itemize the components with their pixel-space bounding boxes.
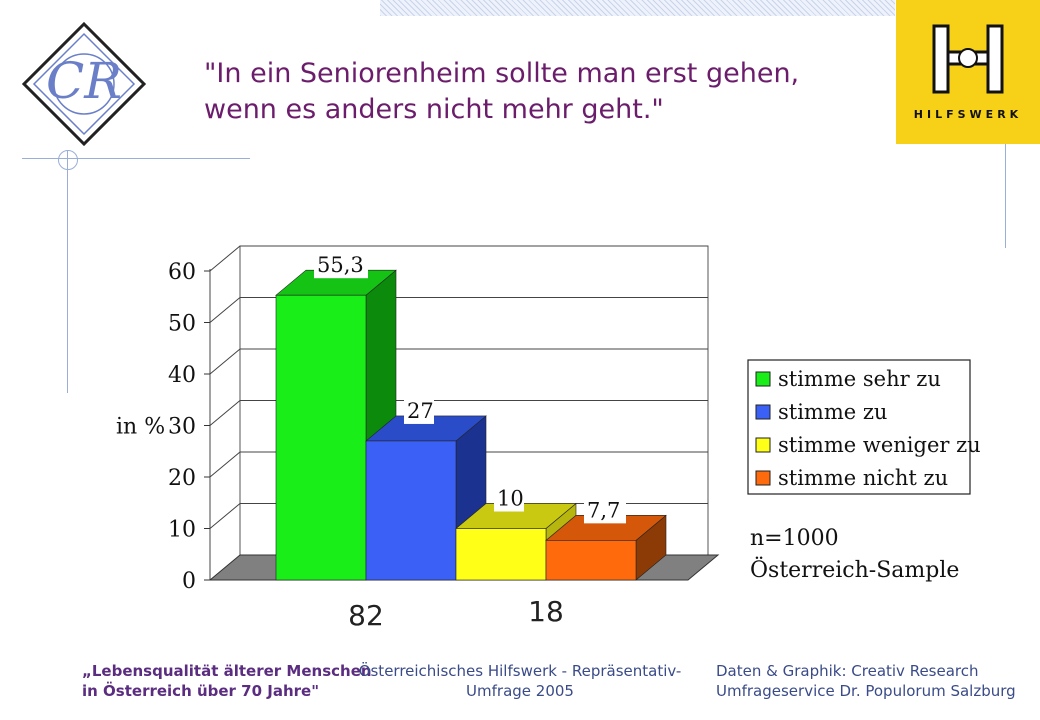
bar-chart: 0 10 20 30 40 50 60 in % 55,3 27 10 7,7 82 18 stimme s…: [116, 245, 980, 632]
footer-mid-line-1: Österreichisches Hilfswerk - Repräsentat…: [358, 662, 682, 680]
decor-vertical-line-right: [1005, 140, 1006, 248]
data-label: 27: [407, 399, 434, 423]
data-label-box: [404, 397, 434, 424]
y-tick-label: 10: [168, 518, 196, 543]
hilfswerk-logo-text: HILFSWERK: [913, 108, 1023, 121]
legend-label: stimme zu: [778, 400, 887, 424]
logo-monogram: CR: [46, 52, 122, 110]
gridline: [209, 297, 708, 323]
bar-2: [365, 440, 457, 581]
decor-circle: [58, 150, 78, 170]
footer-study-title: „Lebensqualität älterer Menschen in Öste…: [82, 661, 372, 701]
footer-credits: Daten & Graphik: Creativ Research Umfrag…: [716, 661, 1016, 701]
group-sum-disagree: 18: [528, 595, 564, 628]
legend-label: stimme nicht zu: [778, 466, 948, 490]
y-tick-label: 30: [168, 415, 196, 440]
data-label-box: [314, 252, 368, 279]
gridline: [209, 348, 708, 375]
footer-right-line-2: Umfrageservice Dr. Populorum Salzburg: [716, 682, 1016, 700]
y-tick-label: 0: [182, 569, 196, 594]
y-tick-label: 50: [168, 312, 196, 337]
header-hatch-band: [380, 0, 895, 16]
group-sum-agree: 82: [348, 599, 384, 632]
footer-survey-info: Österreichisches Hilfswerk - Repräsentat…: [350, 661, 690, 701]
footer-mid-line-2: Umfrage 2005: [466, 682, 574, 700]
y-tick-label: 20: [168, 466, 196, 491]
bar-1: [275, 294, 367, 581]
legend-swatch: [755, 371, 771, 387]
gridline: [209, 400, 708, 426]
data-label: 7,7: [587, 498, 620, 522]
legend-swatch: [755, 470, 771, 486]
gridline: [209, 451, 708, 478]
legend-label: stimme sehr zu: [778, 367, 941, 391]
footer-left-line-2: in Österreich über 70 Jahre": [82, 682, 320, 700]
title-line-1: "In ein Seniorenheim sollte man erst geh…: [204, 58, 800, 89]
data-label-box: [494, 485, 524, 512]
bar-3: [455, 528, 547, 581]
footer-right-line-1: Daten & Graphik: Creativ Research: [716, 662, 979, 680]
hilfswerk-logo: HILFSWERK: [896, 0, 1040, 144]
decor-vertical-line: [67, 150, 68, 393]
y-tick-label: 60: [168, 260, 196, 285]
data-label: 10: [497, 487, 524, 511]
gridline: [209, 245, 708, 272]
legend-swatch: [755, 404, 771, 420]
data-label-box: [584, 497, 626, 524]
legend-label: stimme weniger zu: [778, 433, 980, 457]
bar-4: [545, 540, 637, 581]
title-line-2: wenn es anders nicht mehr geht.": [204, 94, 664, 125]
footer-left-line-1: „Lebensqualität älterer Menschen: [82, 662, 372, 680]
sample-size-note: n=1000: [750, 526, 839, 551]
slide-title: "In ein Seniorenheim sollte man erst geh…: [204, 56, 864, 128]
creativ-research-logo: CR: [21, 21, 147, 147]
y-tick-label: 40: [168, 363, 196, 388]
legend-swatch: [755, 437, 771, 453]
data-label: 55,3: [317, 253, 364, 277]
y-axis-label: in %: [116, 415, 165, 440]
sample-region-note: Österreich-Sample: [750, 556, 959, 583]
decor-horizontal-line: [22, 158, 250, 159]
legend-box: [747, 359, 971, 495]
